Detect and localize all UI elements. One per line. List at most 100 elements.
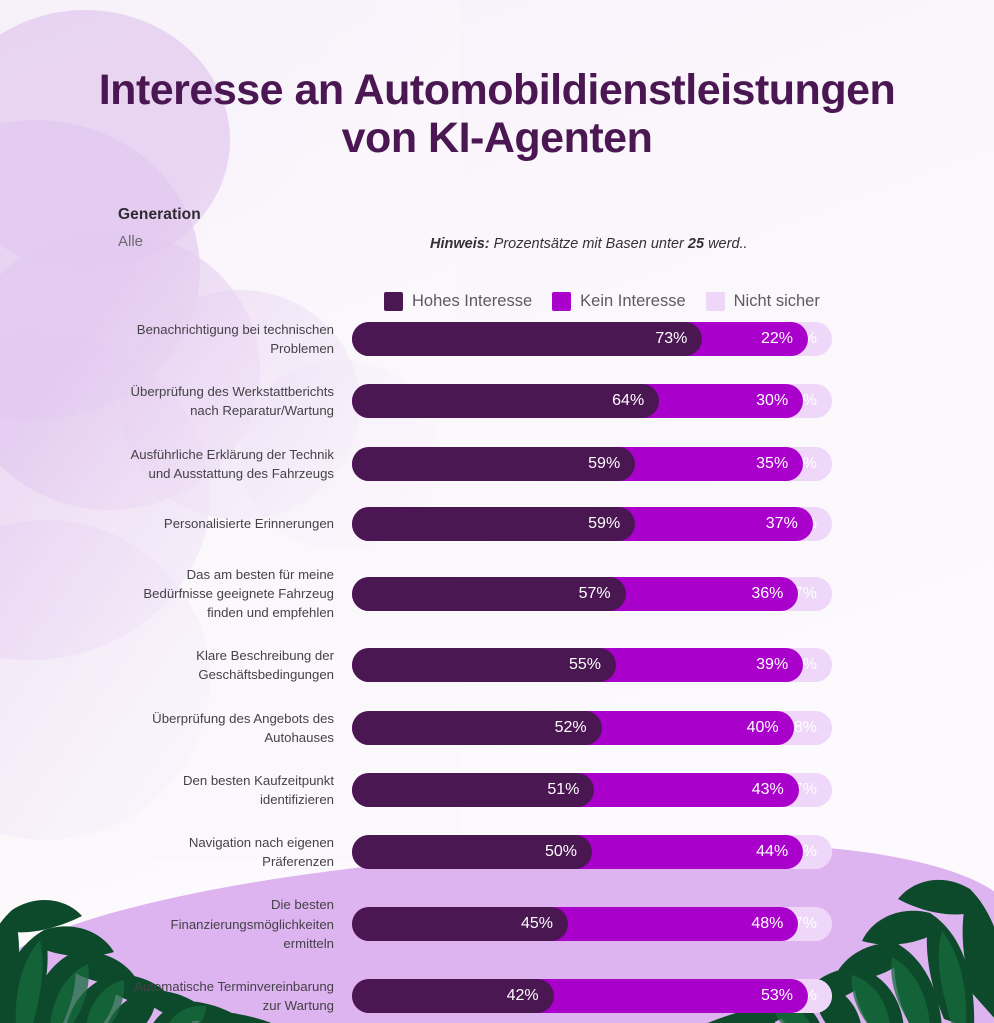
category-label-line: Navigation nach eigenen — [188, 835, 334, 851]
bar-value-label: 43% — [751, 780, 784, 798]
chart-row: Personalisierte Erinnerungen4%37%59% — [0, 506, 994, 541]
category-label: Navigation nach eigenen Präferenzen — [112, 833, 352, 871]
bar-area: 7% 48% 45% — [352, 907, 832, 942]
category-label: Den besten Kaufzeitpunkt identifizieren — [112, 771, 352, 809]
category-label-line: Die besten — [270, 897, 334, 913]
bar-value-label: 59% — [588, 454, 621, 472]
chart-note: Hinweis: Prozentsätze mit Basen unter 25… — [430, 236, 900, 252]
bar-value-label: 48% — [751, 915, 784, 933]
legend-label: Hohes Interesse — [412, 292, 533, 310]
category-label-line: nach Reparatur/Wartung — [190, 403, 334, 419]
title-line-2: von KI-Agenten — [341, 114, 653, 163]
category-label-line: ermitteln — [283, 935, 334, 951]
category-label-line: Autohauses — [264, 729, 334, 745]
legend-item-1[interactable]: Kein Interesse — [552, 292, 686, 311]
category-label-line: identifizieren — [259, 791, 334, 807]
bar-value-label: 39% — [756, 656, 789, 674]
filter-block: Generation Alle — [118, 206, 201, 250]
bar-area: 6% 39% 55% — [352, 648, 832, 683]
filter-value[interactable]: Alle — [118, 233, 144, 250]
bar-segment-1[interactable]: 50% — [352, 835, 592, 870]
category-label: Ausführliche Erklärung der Technik und Au… — [112, 445, 352, 483]
category-label-line: Problemen — [270, 341, 334, 357]
bar-value-label: 73% — [655, 330, 688, 348]
bar-area: 7% 43% 51% — [352, 772, 832, 807]
category-label-line: Benachrichtigung bei technischen — [136, 322, 334, 337]
category-label: Die besten Finanzierungsmöglichkeiten ermi… — [112, 895, 352, 952]
category-label-line: Überprüfung des Angebots des — [152, 710, 334, 726]
bar-value-label: 36% — [751, 584, 784, 602]
stacked-bar-chart: Benachrichtigung bei technischen Probleme… — [0, 320, 994, 1023]
bar-value-label: 40% — [746, 718, 779, 736]
bar-area: 4%37%59% — [352, 506, 832, 541]
bar-value-label: 55% — [568, 656, 601, 674]
bar-segment-1[interactable]: 57% — [352, 576, 626, 611]
note-text-2: werd.. — [708, 236, 748, 252]
bar-value-label: 57% — [578, 584, 611, 602]
legend-label: Kein Interesse — [580, 292, 686, 310]
note-text-1: Prozentsätze mit Basen unter — [493, 236, 684, 252]
category-label-line: Das am besten für meine — [186, 566, 334, 582]
bar-value-label: 7% — [793, 915, 817, 933]
category-label-line: Automatische Terminvereinbarung — [134, 978, 334, 994]
category-label-line: Überprüfung des Werkstattberichts — [130, 384, 334, 400]
bar-segment-1[interactable]: 64% — [352, 384, 660, 419]
bar-value-label: 37% — [765, 514, 798, 532]
legend-item-2[interactable]: Nicht sicher — [705, 292, 820, 311]
bar-value-label: 44% — [756, 843, 789, 861]
bar-value-label: 35% — [756, 454, 789, 472]
chart-row: Überprüfung des Werkstattberichts nach Re… — [0, 382, 994, 420]
legend-swatch-icon — [552, 292, 572, 311]
bar-area: 8% 40% 52% — [352, 710, 832, 745]
bar-value-label: 53% — [760, 986, 793, 1004]
foliage-right-icon — [674, 839, 994, 1023]
bar-segment-1[interactable]: 45% — [352, 907, 568, 942]
bar-value-label: 7% — [793, 780, 817, 798]
chart-row: Überprüfung des Angebots des Autohauses 8%… — [0, 709, 994, 747]
chart-row: Navigation nach eigenen Präferenzen 6% 44% 5… — [0, 833, 994, 871]
chart-legend: Hohes Interesse Kein Interesse Nicht siche… — [384, 292, 820, 311]
bar-value-label: 51% — [547, 780, 580, 798]
category-label-line: Bedürfnisse geeignete Fahrzeug — [143, 585, 334, 601]
category-label-line: Personalisierte Erinnerungen — [163, 516, 334, 532]
bar-segment-1[interactable]: 52% — [352, 710, 602, 745]
bar-value-label: 52% — [554, 718, 587, 736]
category-label: Überprüfung des Werkstattberichts nach Re… — [112, 382, 352, 420]
bar-segment-1[interactable]: 73% — [352, 322, 703, 357]
page-title: Interesse an Automobildienstleistungen v… — [0, 66, 994, 162]
category-label-line: und Ausstattung des Fahrzeugs — [148, 465, 334, 481]
bar-value-label: 7% — [793, 584, 817, 602]
foliage-left-icon — [0, 854, 390, 1023]
category-label-line: Finanzierungsmöglichkeiten — [170, 916, 334, 932]
bar-segment-1[interactable]: 42% — [352, 978, 554, 1013]
note-prefix: Hinweis: — [430, 236, 490, 252]
category-label-line: Geschäftsbedingungen — [198, 667, 334, 683]
chart-row: Die besten Finanzierungsmöglichkeiten ermi… — [0, 895, 994, 952]
category-label-line: Ausführliche Erklärung der Technik — [130, 446, 334, 462]
chart-row: Ausführliche Erklärung der Technik und Au… — [0, 445, 994, 483]
bar-area: 7% 36% 57% — [352, 576, 832, 611]
legend-item-0[interactable]: Hohes Interesse — [384, 292, 532, 311]
category-label: Überprüfung des Angebots des Autohauses — [112, 709, 352, 747]
note-number: 25 — [687, 236, 705, 252]
category-label-line: Präferenzen — [262, 854, 334, 870]
bar-segment-1[interactable]: 59% — [352, 506, 636, 541]
legend-label: Nicht sicher — [733, 292, 820, 310]
bar-value-label: 50% — [544, 843, 577, 861]
chart-row: Den besten Kaufzeitpunkt identifizieren 7%… — [0, 771, 994, 809]
category-label: Benachrichtigung bei technischen Probleme… — [112, 320, 352, 358]
bar-value-label: 22% — [760, 330, 793, 348]
chart-row: Benachrichtigung bei technischen Probleme… — [0, 320, 994, 358]
bar-segment-1[interactable]: 55% — [352, 648, 616, 683]
category-label-line: finden und empfehlen — [207, 605, 334, 621]
category-label-line: Klare Beschreibung der — [196, 648, 334, 664]
chart-row: Das am besten für meine Bedürfnisse geeig… — [0, 565, 994, 622]
category-label: Personalisierte Erinnerungen — [112, 514, 352, 533]
category-label-line: Den besten Kaufzeitpunkt — [182, 772, 334, 788]
bar-value-label: 64% — [612, 392, 645, 410]
bar-value-label: 8% — [793, 718, 817, 736]
bar-segment-1[interactable]: 51% — [352, 772, 595, 807]
bar-value-label: 45% — [520, 915, 553, 933]
bar-segment-1[interactable]: 59% — [352, 446, 636, 481]
